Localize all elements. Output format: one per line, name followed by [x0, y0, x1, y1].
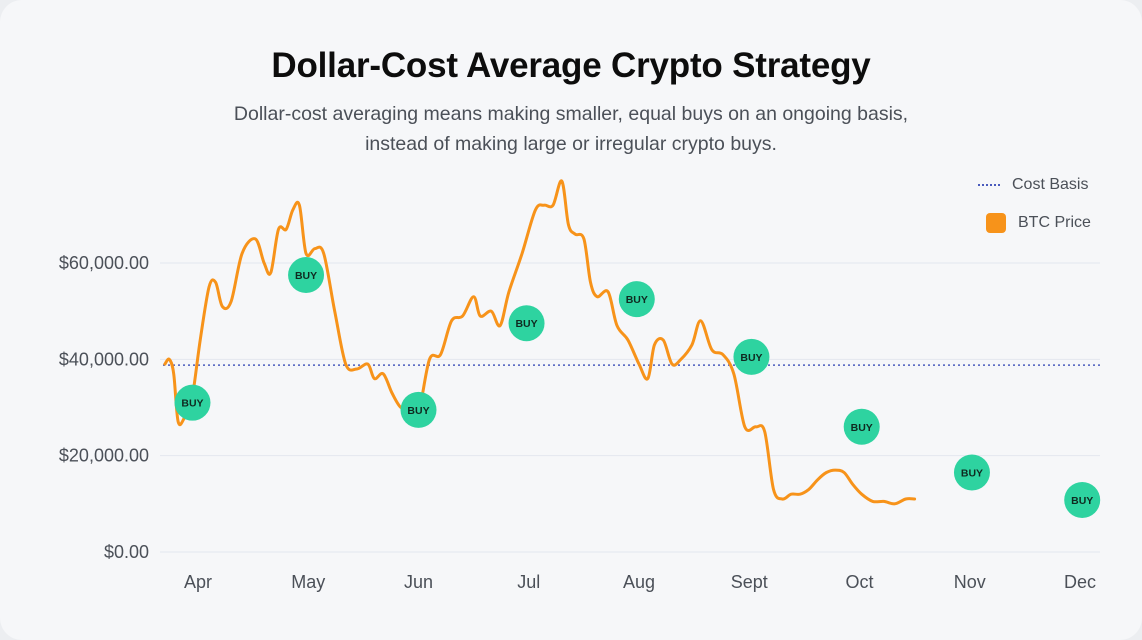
x-tick-label: Dec	[1064, 572, 1096, 592]
buy-marker[interactable]: BUY	[1064, 481, 1101, 518]
buy-marker-circle	[174, 384, 211, 421]
x-tick-label: Nov	[954, 572, 986, 592]
legend-item-btc-price[interactable]: BTC Price	[986, 213, 1091, 233]
y-tick-label: $40,000.00	[59, 349, 149, 369]
buy-marker-circle	[1064, 481, 1101, 518]
x-tick-label: Oct	[845, 572, 873, 592]
buy-marker[interactable]: BUY	[953, 454, 990, 491]
buy-marker-label: BUY	[961, 468, 983, 480]
buy-marker-label: BUY	[407, 405, 429, 417]
orange-square-icon	[986, 213, 1006, 233]
x-tick-label: May	[291, 572, 325, 592]
buy-marker-label: BUY	[851, 422, 873, 434]
buy-marker[interactable]: BUY	[618, 281, 655, 318]
buy-marker[interactable]: BUY	[508, 305, 545, 342]
buy-marker[interactable]: BUY	[288, 257, 325, 294]
x-tick-label: Jun	[404, 572, 433, 592]
y-tick-label: $0.00	[104, 542, 149, 562]
btc-price-line	[163, 179, 917, 506]
btc-price-chart: $0.00 $20,000.00 $40,000.00 $60,000.00 Apr M…	[59, 179, 1101, 592]
buy-marker-circle	[288, 257, 325, 294]
x-tick-label: Aug	[623, 572, 655, 592]
chart-title: Dollar-Cost Average Crypto Strategy	[271, 46, 871, 85]
y-axis-ticks: $0.00 $20,000.00 $40,000.00 $60,000.00	[59, 253, 149, 562]
x-tick-label: Jul	[517, 572, 540, 592]
y-tick-label: $20,000.00	[59, 446, 149, 466]
x-tick-label: Sept	[731, 572, 768, 592]
buy-marker-circle	[508, 305, 545, 342]
buy-marker-circle	[618, 281, 655, 318]
legend-label-btc-price: BTC Price	[1018, 214, 1091, 231]
buy-marker-circle	[843, 408, 880, 445]
buy-markers: BUY BUY BUY BUY BUY BUY BUY BUY BUY	[174, 257, 1101, 518]
price-line-layer	[163, 179, 917, 506]
buy-marker[interactable]: BUY	[174, 384, 211, 421]
legend-item-cost-basis[interactable]: Cost Basis	[978, 176, 1088, 194]
buy-marker-label: BUY	[515, 318, 537, 330]
x-tick-label: Apr	[184, 572, 212, 592]
buy-marker-label: BUY	[1071, 495, 1093, 507]
x-axis-ticks: Apr May Jun Jul Aug Sept Oct Nov Dec	[184, 572, 1096, 592]
buy-marker[interactable]: BUY	[733, 338, 770, 375]
buy-marker-label: BUY	[295, 270, 317, 282]
buy-marker-circle	[953, 454, 990, 491]
buy-marker-circle	[733, 338, 770, 375]
legend-label-cost-basis: Cost Basis	[1012, 176, 1089, 193]
buy-marker[interactable]: BUY	[843, 408, 880, 445]
dotted-line-icon	[978, 184, 1000, 186]
buy-marker-label: BUY	[626, 294, 648, 306]
y-tick-label: $60,000.00	[59, 253, 149, 273]
chart-subtitle: Dollar-cost averaging means making small…	[233, 103, 909, 155]
buy-marker-label: BUY	[181, 398, 203, 410]
buy-marker-label: BUY	[740, 352, 762, 364]
buy-marker[interactable]: BUY	[400, 391, 437, 428]
buy-marker-circle	[400, 391, 437, 428]
